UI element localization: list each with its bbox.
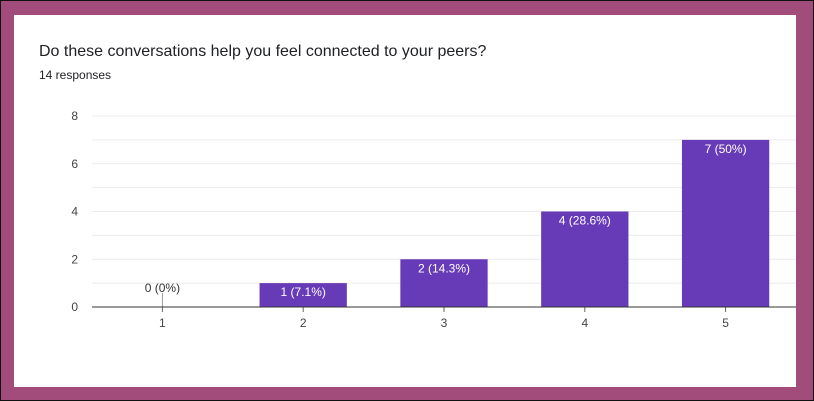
x-tick-label: 4 bbox=[581, 316, 588, 330]
data-label: 0 (0%) bbox=[145, 281, 180, 295]
y-tick-label: 2 bbox=[71, 252, 78, 266]
bar-4 bbox=[541, 211, 629, 307]
y-tick-label: 4 bbox=[71, 205, 78, 219]
data-label: 4 (28.6%) bbox=[559, 214, 611, 228]
data-label: 7 (50%) bbox=[705, 142, 747, 156]
x-tick-label: 5 bbox=[722, 316, 729, 330]
response-count: 14 responses bbox=[39, 68, 112, 82]
x-tick-label: 2 bbox=[300, 316, 307, 330]
x-tick-label: 3 bbox=[441, 316, 448, 330]
y-tick-label: 6 bbox=[71, 157, 78, 171]
bar-3 bbox=[400, 259, 488, 307]
y-tick-label: 0 bbox=[71, 300, 78, 314]
bar-5 bbox=[681, 139, 770, 307]
x-tick-label: 1 bbox=[159, 316, 166, 330]
data-label: 1 (7.1%) bbox=[281, 285, 326, 299]
y-tick-label: 8 bbox=[71, 109, 78, 123]
data-label: 2 (14.3%) bbox=[418, 261, 470, 275]
bar-2 bbox=[259, 283, 347, 307]
chart-card: Do these conversations help you feel con… bbox=[14, 15, 796, 387]
question-title: Do these conversations help you feel con… bbox=[39, 43, 487, 60]
